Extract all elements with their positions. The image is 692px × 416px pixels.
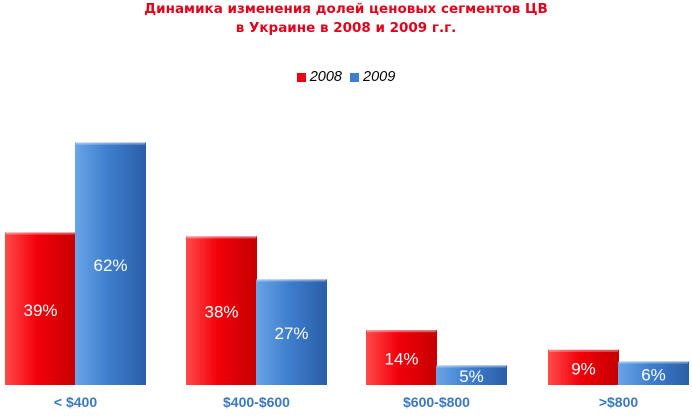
value-label-2008-2: 14% bbox=[384, 350, 418, 369]
bar-highlight-2009-3 bbox=[619, 361, 688, 364]
category-label-2: $600-$800 bbox=[403, 394, 470, 410]
legend-item-2009: 2009 bbox=[350, 69, 395, 85]
bar-2009-0 bbox=[75, 142, 146, 385]
bar-2008-3 bbox=[548, 349, 619, 385]
legend-item-2008: 2008 bbox=[296, 69, 342, 85]
value-label-2008-1: 38% bbox=[204, 303, 238, 322]
bar-2009-2 bbox=[436, 365, 507, 385]
bar-highlight-2008-3 bbox=[549, 349, 618, 352]
legend-swatch-2009 bbox=[350, 72, 359, 82]
bar-2008-1 bbox=[186, 236, 257, 385]
category-label-3: >$800 bbox=[599, 394, 639, 410]
legend-swatch-2008 bbox=[296, 72, 306, 82]
chart-legend: 2008 2009 bbox=[0, 69, 692, 85]
value-label-2008-3: 9% bbox=[571, 359, 596, 378]
value-label-2008-0: 39% bbox=[23, 301, 57, 320]
bar-highlight-2009-1 bbox=[257, 279, 326, 282]
legend-label-2009: 2009 bbox=[363, 69, 396, 85]
bar-highlight-2008-2 bbox=[367, 330, 436, 333]
chart-title-line-1: Динамика изменения долей ценовых сегмент… bbox=[144, 1, 548, 17]
bar-2008-0 bbox=[5, 232, 76, 385]
bar-2009-1 bbox=[256, 279, 327, 385]
bar-highlight-2009-2 bbox=[437, 365, 506, 368]
category-label-0: < $400 bbox=[54, 394, 97, 410]
value-label-2009-3: 6% bbox=[641, 365, 666, 384]
bar-highlight-2008-0 bbox=[6, 232, 75, 235]
category-label-1: $400-$600 bbox=[223, 394, 290, 410]
bar-2008-2 bbox=[366, 330, 437, 385]
value-label-2009-2: 5% bbox=[459, 367, 484, 386]
bar-highlight-2008-1 bbox=[187, 236, 256, 239]
value-label-2009-1: 27% bbox=[274, 324, 308, 343]
bar-2009-3 bbox=[618, 361, 689, 385]
chart-title-line-2: в Украине в 2008 и 2009 г.г. bbox=[235, 20, 457, 36]
chart-title: Динамика изменения долей ценовых сегмент… bbox=[0, 0, 692, 38]
value-label-2009-0: 62% bbox=[93, 256, 127, 275]
bar-highlight-2009-0 bbox=[76, 142, 145, 145]
legend-label-2008: 2008 bbox=[309, 69, 342, 85]
